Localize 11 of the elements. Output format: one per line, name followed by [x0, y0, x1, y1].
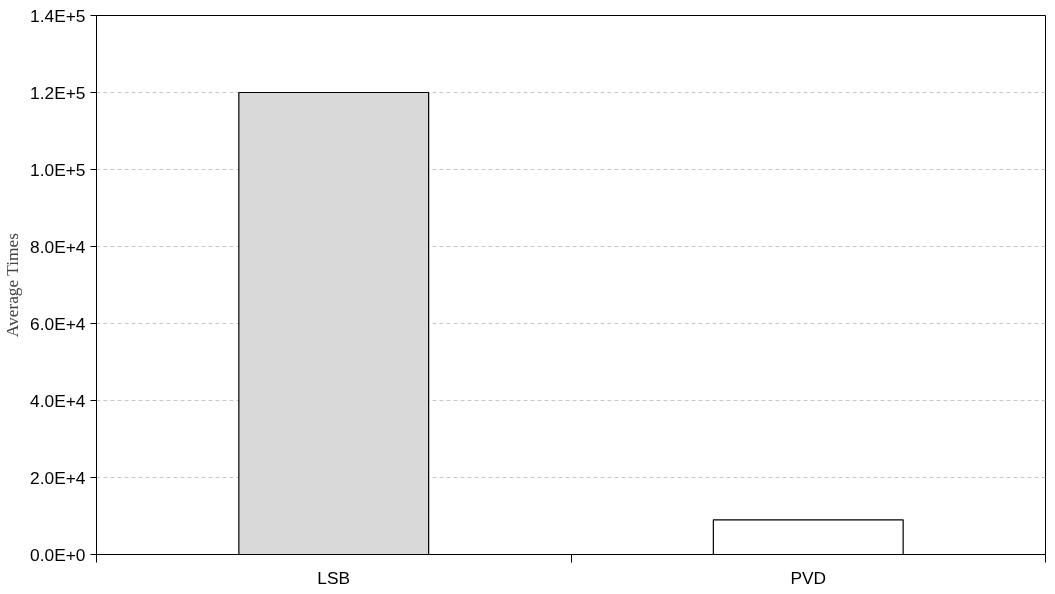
y-axis-title: Average Times — [3, 232, 23, 338]
y-tick-label: 2.0E+4 — [30, 467, 86, 488]
x-tick-label: LSB — [317, 567, 351, 588]
y-tick-label: 1.4E+5 — [30, 5, 86, 26]
y-tick-label: 8.0E+4 — [30, 236, 86, 257]
y-tick-label: 6.0E+4 — [30, 313, 86, 334]
y-tick-label: 1.0E+5 — [30, 159, 86, 180]
y-tick-label: 0.0E+0 — [30, 544, 86, 565]
x-tick-label: PVD — [790, 567, 827, 588]
y-tick-label: 4.0E+4 — [30, 390, 86, 411]
y-tick-label: 1.2E+5 — [30, 82, 86, 103]
